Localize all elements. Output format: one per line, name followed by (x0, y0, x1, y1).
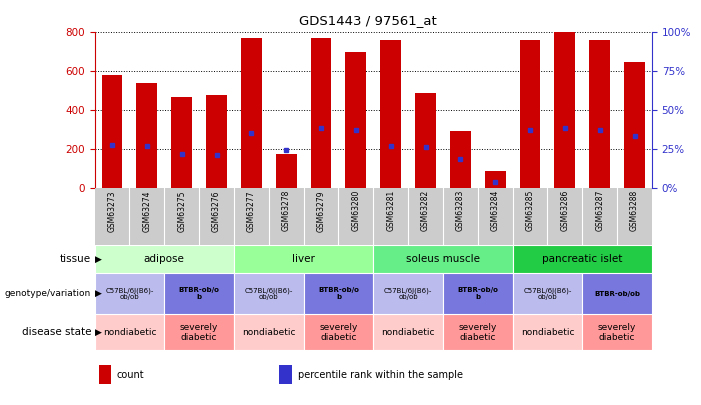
Bar (485, 171, 505, 188)
Bar (450, 131, 471, 188)
Text: pancreatic islet: pancreatic islet (542, 254, 622, 264)
Text: adipose: adipose (144, 254, 185, 264)
Text: severely
diabetic: severely diabetic (598, 322, 637, 342)
Text: GSM63288: GSM63288 (630, 190, 639, 231)
Text: GSM63285: GSM63285 (526, 190, 535, 231)
Text: ▶: ▶ (95, 289, 102, 298)
Bar (234, 245, 374, 273)
Bar (275, 154, 297, 188)
Text: GSM63284: GSM63284 (491, 190, 500, 231)
Bar (624, 62, 645, 188)
Bar (241, 38, 262, 188)
Bar (95, 314, 164, 350)
Text: nondiabetic: nondiabetic (103, 328, 156, 337)
Text: disease state: disease state (22, 327, 91, 337)
Text: nondiabetic: nondiabetic (381, 328, 435, 337)
Text: GSM63277: GSM63277 (247, 190, 256, 232)
Text: percentile rank within the sample: percentile rank within the sample (297, 370, 463, 380)
Text: C57BL/6J(B6)-
ob/ob: C57BL/6J(B6)- ob/ob (245, 287, 293, 300)
Bar (583, 314, 652, 350)
Bar (380, 40, 401, 188)
Bar (519, 40, 540, 188)
Bar (234, 314, 304, 350)
Text: severely
diabetic: severely diabetic (319, 322, 358, 342)
Text: C57BL/6J(B6)-
ob/ob: C57BL/6J(B6)- ob/ob (384, 287, 433, 300)
Bar (443, 273, 512, 314)
Bar (374, 314, 443, 350)
Text: GSM63275: GSM63275 (177, 190, 186, 232)
Text: GSM63286: GSM63286 (560, 190, 569, 231)
Bar (206, 95, 227, 188)
Bar (304, 273, 374, 314)
Text: nondiabetic: nondiabetic (242, 328, 296, 337)
Bar (415, 93, 436, 188)
Text: ▶: ▶ (95, 255, 102, 264)
Bar (512, 314, 583, 350)
Bar (137, 83, 157, 188)
Text: BTBR-ob/ob: BTBR-ob/ob (594, 291, 640, 296)
Text: GSM63273: GSM63273 (107, 190, 116, 232)
Bar (234, 273, 304, 314)
Text: GSM63276: GSM63276 (212, 190, 221, 232)
Text: soleus muscle: soleus muscle (406, 254, 480, 264)
Text: GSM63287: GSM63287 (595, 190, 604, 231)
Bar (590, 40, 610, 188)
Text: BTBR-ob/o
b: BTBR-ob/o b (179, 287, 219, 300)
Text: GSM63281: GSM63281 (386, 190, 395, 231)
Bar (554, 32, 576, 188)
Text: tissue: tissue (60, 254, 91, 264)
Bar (374, 273, 443, 314)
Bar (304, 314, 374, 350)
Bar (99, 365, 111, 384)
Text: BTBR-ob/o
b: BTBR-ob/o b (457, 287, 498, 300)
Text: GSM63279: GSM63279 (317, 190, 325, 232)
Text: GSM63280: GSM63280 (351, 190, 360, 231)
Bar (171, 97, 192, 188)
Text: GSM63282: GSM63282 (421, 190, 430, 231)
Bar (346, 52, 367, 188)
Text: severely
diabetic: severely diabetic (180, 322, 218, 342)
Bar (583, 273, 652, 314)
Text: liver: liver (292, 254, 315, 264)
Bar (102, 75, 123, 188)
Text: severely
diabetic: severely diabetic (458, 322, 497, 342)
Bar (443, 314, 512, 350)
Bar (512, 273, 583, 314)
Bar (95, 245, 234, 273)
Text: GSM63283: GSM63283 (456, 190, 465, 231)
Text: BTBR-ob/o
b: BTBR-ob/o b (318, 287, 359, 300)
Text: C57BL/6J(B6)-
ob/ob: C57BL/6J(B6)- ob/ob (523, 287, 571, 300)
Bar (280, 365, 292, 384)
Text: genotype/variation: genotype/variation (5, 289, 91, 298)
Bar (164, 314, 234, 350)
Text: GSM63274: GSM63274 (142, 190, 151, 232)
Text: count: count (117, 370, 144, 380)
Bar (374, 245, 512, 273)
Text: GDS1443 / 97561_at: GDS1443 / 97561_at (299, 14, 437, 27)
Bar (164, 273, 234, 314)
Text: GSM63278: GSM63278 (282, 190, 291, 231)
Text: ▶: ▶ (95, 328, 102, 337)
Text: C57BL/6J(B6)-
ob/ob: C57BL/6J(B6)- ob/ob (105, 287, 154, 300)
Text: nondiabetic: nondiabetic (521, 328, 574, 337)
Bar (512, 245, 652, 273)
Bar (95, 273, 164, 314)
Bar (311, 38, 332, 188)
